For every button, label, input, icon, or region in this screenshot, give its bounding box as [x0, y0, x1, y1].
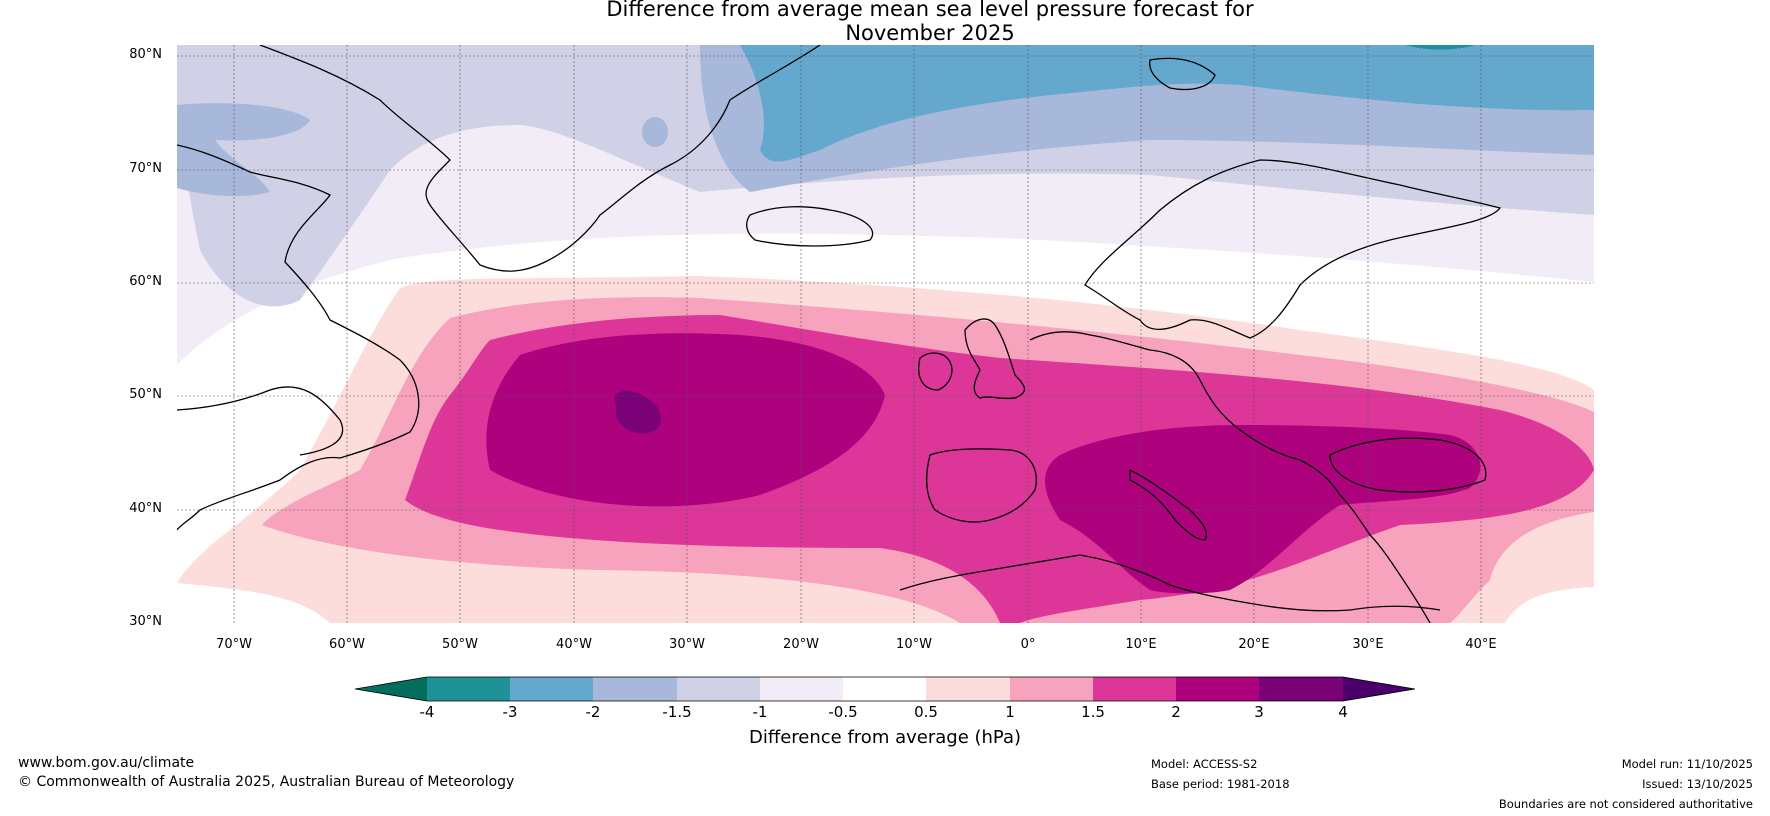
title-line-1: Difference from average mean sea level p… [606, 0, 1254, 21]
anomaly-band-plus-2-atlantic [486, 333, 885, 507]
colorbar-bin [1176, 677, 1259, 701]
lon-label: 60°W [329, 637, 365, 652]
colorbar-bin [593, 677, 677, 701]
colorbar-bin [926, 677, 1010, 701]
lon-label: 40°W [556, 637, 592, 652]
coast-europe [1029, 331, 1431, 623]
lon-label: 30°W [669, 637, 705, 652]
colorbar-bin [677, 677, 760, 701]
lat-label: 70°N [129, 161, 162, 176]
colorbar-tick-label: -1.5 [662, 703, 692, 721]
footer-model-run: Model run: 11/10/2025 [1621, 757, 1753, 771]
colorbar-bin [1010, 677, 1093, 701]
coastlines [177, 45, 1502, 623]
coast-scandinavia [1084, 159, 1502, 339]
colorbar-bin [427, 677, 510, 701]
colorbar-tick-label: 3 [1254, 703, 1264, 721]
lat-label: 50°N [129, 387, 162, 402]
colorbar-tick-label: 1.5 [1081, 703, 1105, 721]
lat-label: 30°N [129, 614, 162, 629]
anomaly-small-patch [642, 117, 668, 147]
colorbar-tick-label: 2 [1171, 703, 1181, 721]
lon-label: 10°W [896, 637, 932, 652]
map-title: Difference from average mean sea level p… [0, 0, 1770, 45]
footer-model: Model: ACCESS-S2 [1151, 757, 1258, 771]
colorbar-tick-label: -3 [502, 703, 518, 721]
colorbar-tick-label: -0.5 [828, 703, 858, 721]
lat-label: 60°N [129, 274, 162, 289]
colorbar-bin [510, 677, 593, 701]
colorbar-bin [1093, 677, 1176, 701]
lon-label: 20°W [783, 637, 819, 652]
colorbar-tick-label: 0.5 [914, 703, 938, 721]
colorbar-tick-label: -2 [585, 703, 601, 721]
footer-website: www.bom.gov.au/climate [18, 755, 195, 771]
anomaly-band-minus-2 [740, 45, 1594, 162]
footer-copyright: © Commonwealth of Australia 2025, Austra… [18, 774, 515, 790]
map-area [177, 45, 1594, 623]
graticule [177, 45, 1594, 623]
coast-ireland [918, 352, 953, 391]
colorbar-tick-label: 1 [1005, 703, 1015, 721]
coast-british-isles [964, 318, 1026, 400]
lat-label: 40°N [129, 501, 162, 516]
coast-italy [1129, 468, 1207, 541]
colorbar-extend-low [355, 677, 427, 701]
colorbar-tick-label: -4 [419, 703, 435, 721]
lon-label: 10°E [1125, 637, 1157, 652]
coast-canada-east [177, 386, 344, 456]
coast-svalbard [1149, 57, 1216, 91]
anomaly-band-plus-2-mediterranean [1045, 425, 1481, 594]
anomaly-band-minus-1.5-west [177, 103, 310, 197]
footer-base-period: Base period: 1981-2018 [1151, 777, 1290, 791]
coast-greenland [259, 45, 821, 272]
lon-label: 0° [1020, 637, 1036, 652]
colorbar-tick-label: -1 [752, 703, 768, 721]
colorbar-title: Difference from average (hPa) [748, 727, 1022, 748]
coast-north-america [177, 144, 420, 531]
coast-black-sea [1329, 437, 1487, 493]
colorbar-bin [760, 677, 843, 701]
lon-label: 40°E [1465, 637, 1497, 652]
lon-label: 20°E [1238, 637, 1270, 652]
anomaly-band-plus-3-core [614, 390, 662, 434]
colorbar [354, 676, 1416, 702]
lon-label: 30°E [1352, 637, 1384, 652]
lat-label: 80°N [129, 47, 162, 62]
colorbar-outline [354, 676, 1416, 702]
colorbar-tick-label: 4 [1338, 703, 1348, 721]
colorbar-bin [1259, 677, 1343, 701]
colorbar-extend-high [1343, 677, 1415, 701]
coast-iberia [926, 448, 1037, 523]
anomaly-band-minus-3 [1405, 45, 1475, 50]
title-line-2: November 2025 [845, 21, 1015, 45]
lon-label: 50°W [442, 637, 478, 652]
coast-north-africa [899, 554, 1441, 612]
footer-disclaimer: Boundaries are not considered authoritat… [1498, 797, 1753, 811]
colorbar-bin [843, 677, 926, 701]
lon-label: 70°W [216, 637, 252, 652]
footer-issued: Issued: 13/10/2025 [1642, 777, 1753, 791]
coast-iceland [746, 206, 874, 247]
